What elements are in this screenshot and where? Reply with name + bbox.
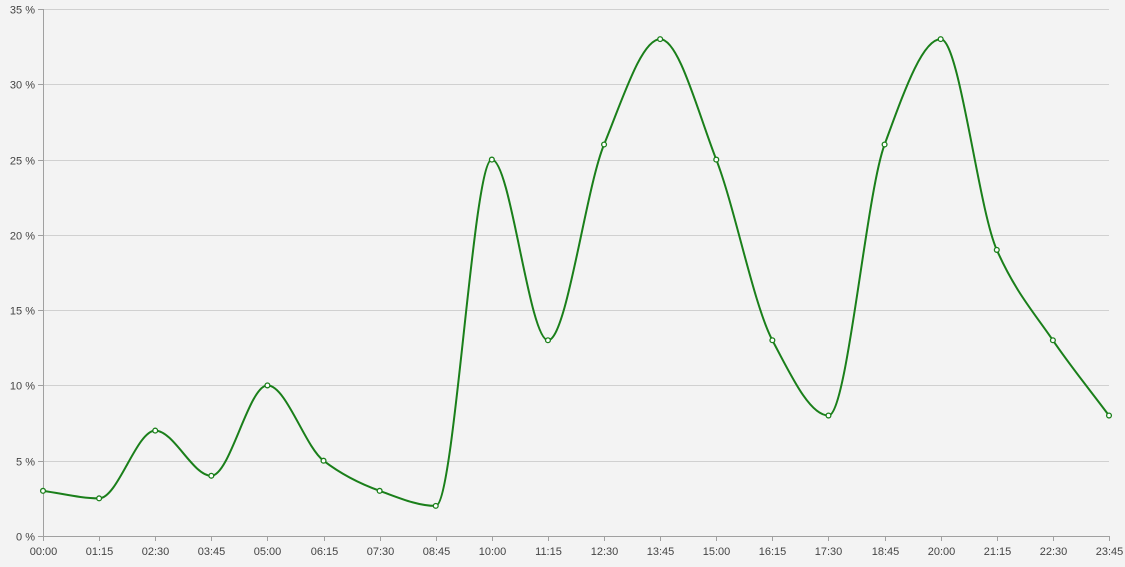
data-point bbox=[320, 457, 327, 464]
data-point bbox=[601, 141, 608, 148]
x-tick-label: 12:30 bbox=[591, 546, 619, 558]
data-point bbox=[488, 156, 495, 163]
data-point bbox=[208, 472, 215, 479]
x-tick-label: 03:45 bbox=[198, 546, 226, 558]
y-tick-label: 25 % bbox=[10, 156, 35, 168]
axes bbox=[43, 9, 1110, 537]
data-point bbox=[657, 36, 664, 43]
data-point bbox=[881, 141, 888, 148]
data-point bbox=[713, 156, 720, 163]
x-tick-label: 22:30 bbox=[1040, 546, 1068, 558]
y-tick-label: 15 % bbox=[10, 306, 35, 318]
x-tick-label: 20:00 bbox=[928, 546, 956, 558]
data-point bbox=[825, 412, 832, 419]
data-point bbox=[264, 382, 271, 389]
y-tick-label: 10 % bbox=[10, 381, 35, 393]
data-point bbox=[1049, 337, 1056, 344]
x-tick-label: 01:15 bbox=[86, 546, 114, 558]
y-tick-label: 30 % bbox=[10, 80, 35, 92]
series bbox=[42, 38, 1110, 507]
grid-lines bbox=[43, 9, 1109, 462]
x-tick-label: 13:45 bbox=[647, 546, 675, 558]
x-tick-label: 02:30 bbox=[142, 546, 170, 558]
x-tick-label: 23:45 bbox=[1096, 546, 1124, 558]
y-tick-labels: 0 % 5 % 10 % 15 % 20 % 25 % 30 % 35 % bbox=[10, 5, 43, 544]
x-tick-label: 11:15 bbox=[535, 546, 562, 558]
data-point bbox=[432, 502, 439, 509]
data-point bbox=[376, 487, 383, 494]
x-tick-label: 17:30 bbox=[815, 546, 843, 558]
y-tick-label: 5 % bbox=[16, 457, 35, 469]
x-tick-label: 07:30 bbox=[367, 546, 395, 558]
data-point bbox=[769, 337, 776, 344]
y-tick-label: 20 % bbox=[10, 231, 35, 243]
data-point bbox=[993, 246, 1000, 253]
x-tick-label: 15:00 bbox=[703, 546, 731, 558]
data-point bbox=[96, 495, 103, 502]
x-tick-label: 08:45 bbox=[423, 546, 451, 558]
x-tick-label: 05:00 bbox=[254, 546, 282, 558]
x-tick-label: 16:15 bbox=[759, 546, 787, 558]
x-tick-label: 10:00 bbox=[479, 546, 507, 558]
x-tick-label: 00:00 bbox=[30, 546, 58, 558]
data-points bbox=[39, 36, 1113, 509]
data-point bbox=[544, 337, 551, 344]
data-point bbox=[152, 427, 159, 434]
x-tick-labels: 00:00 01:15 02:30 03:45 05:00 06:15 07:30 08:45… bbox=[30, 536, 1124, 558]
data-point bbox=[39, 487, 47, 494]
series-line bbox=[42, 38, 1110, 507]
x-tick-label: 21:15 bbox=[984, 546, 1012, 558]
y-tick-label: 35 % bbox=[10, 5, 35, 17]
x-tick-label: 06:15 bbox=[311, 546, 339, 558]
data-point bbox=[937, 36, 944, 43]
data-point bbox=[1105, 412, 1113, 419]
y-tick-label: 0 % bbox=[16, 532, 35, 544]
x-tick-label: 18:45 bbox=[872, 546, 900, 558]
